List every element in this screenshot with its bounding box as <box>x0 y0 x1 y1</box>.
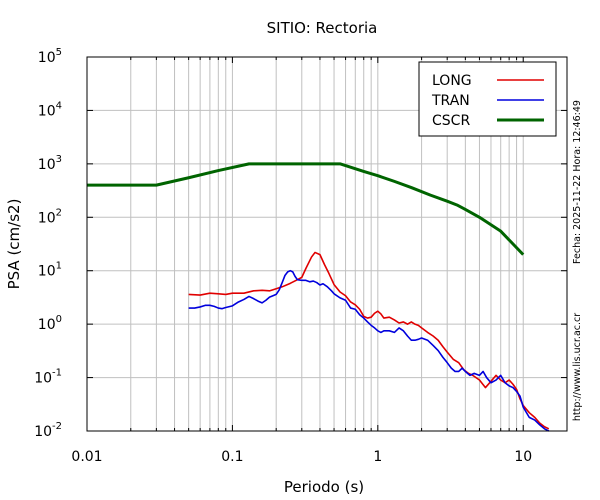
plot-frame <box>86 56 568 432</box>
x-tick-label: 10 <box>514 449 532 465</box>
legend: LONG TRAN CSCR <box>418 61 557 137</box>
x-tick-label: 1 <box>373 449 382 465</box>
legend-box <box>418 61 557 137</box>
legend-label-long: LONG <box>432 73 472 89</box>
y-axis-title: PSA (cm/s2) <box>5 199 23 290</box>
series-lines <box>87 162 550 432</box>
series-tran-line <box>188 269 550 432</box>
x-axis-title: Periodo (s) <box>284 478 364 496</box>
date-time-note: Fecha: 2025-11-22 Hora: 12:46:49 <box>572 100 583 264</box>
chart-title: SITIO: Rectoria <box>267 19 378 37</box>
series-cscr-line <box>87 162 525 256</box>
grid <box>87 57 567 431</box>
x-tick-label: 0.1 <box>221 449 243 465</box>
website-note: http://www.lis.ucr.ac.cr <box>572 313 583 421</box>
x-tick-label: 0.01 <box>71 449 102 465</box>
series-long-line <box>188 251 550 430</box>
legend-items: LONG TRAN CSCR <box>431 73 544 129</box>
legend-label-tran: TRAN <box>431 93 470 109</box>
legend-label-cscr: CSCR <box>432 113 470 129</box>
